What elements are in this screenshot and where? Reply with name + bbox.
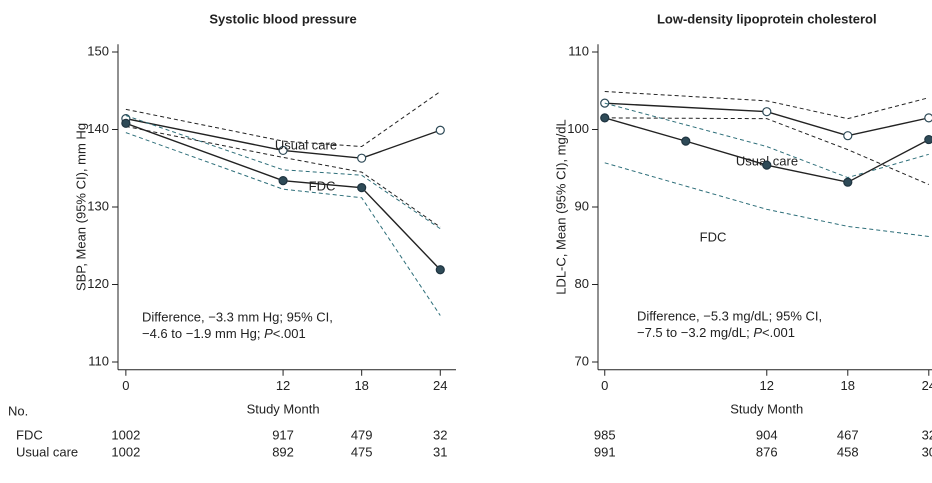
series-line (125, 117, 441, 159)
risk-value: 985 (594, 427, 616, 442)
x-axis-label: Study Month (247, 401, 320, 416)
y-tick-label: 150 (87, 43, 109, 58)
y-tick-label: 100 (567, 121, 589, 136)
annotation: Difference, −3.3 mm Hg; 95% CI, (142, 309, 333, 324)
x-tick-label: 18 (841, 378, 855, 393)
ci-line (604, 102, 929, 179)
point (924, 113, 932, 123)
x-tick-label: 12 (276, 378, 290, 393)
series-line (125, 122, 441, 271)
point (357, 153, 367, 163)
annotation-p: P (753, 325, 762, 340)
x-tick-label: 0 (122, 378, 129, 393)
risk-value: 1002 (111, 427, 140, 442)
risk-value: 32 (922, 427, 932, 442)
y-tick-label: 140 (87, 121, 109, 136)
ci-line (604, 117, 929, 185)
point (357, 183, 367, 193)
series-line (604, 102, 929, 137)
ci-line (125, 125, 441, 228)
series-line (604, 117, 930, 183)
point (435, 125, 445, 135)
point (681, 136, 691, 146)
annotation-p-value: <.001 (762, 325, 795, 340)
y-tick-label: 80 (575, 276, 589, 291)
risk-row-name: FDC (16, 427, 43, 442)
point (600, 113, 610, 123)
ci-line (125, 91, 441, 148)
risk-value: 31 (433, 444, 447, 459)
annotation-p: P (264, 326, 273, 341)
risk-value: 917 (272, 427, 294, 442)
point (762, 160, 772, 170)
risk-value: 32 (433, 427, 447, 442)
risk-value: 479 (351, 427, 373, 442)
y-tick-label: 110 (568, 43, 589, 58)
point (843, 131, 853, 141)
point (762, 107, 772, 117)
y-tick-label: 70 (575, 353, 589, 368)
point (924, 134, 932, 145)
point (435, 265, 445, 275)
risk-value: 991 (594, 444, 616, 459)
y-tick-label: 130 (87, 198, 109, 213)
point (121, 118, 131, 128)
risk-value: 904 (756, 427, 778, 442)
x-axis-label: Study Month (730, 401, 803, 416)
y-tick-label: 110 (88, 353, 109, 368)
risk-row-name: Usual care (16, 444, 78, 459)
series-label: FDC (309, 178, 336, 193)
ci-line (125, 115, 441, 230)
chart-title: Low-density lipoprotein cholesterol (657, 11, 877, 26)
x-tick-label: 24 (922, 378, 932, 393)
point (843, 177, 853, 187)
x-tick-label: 24 (433, 378, 447, 393)
ci-line (125, 132, 441, 316)
risk-label: No. (8, 403, 28, 418)
y-axis-label: LDL-C, Mean (95% CI), mg/dL (553, 119, 568, 295)
chart-title: Systolic blood pressure (209, 11, 356, 26)
annotation-p-value: <.001 (273, 326, 306, 341)
risk-value: 467 (837, 427, 859, 442)
x-tick-label: 12 (760, 378, 774, 393)
annotation-text: −7.5 to −3.2 mg/dL; (637, 325, 753, 340)
annotation: −4.6 to −1.9 mm Hg; P<.001 (142, 326, 306, 341)
series-label: FDC (700, 229, 727, 244)
risk-value: 458 (837, 444, 859, 459)
risk-value: 30 (922, 444, 932, 459)
risk-value: 892 (272, 444, 294, 459)
x-tick-label: 0 (601, 378, 608, 393)
point (278, 145, 288, 156)
ci-line (604, 162, 929, 237)
annotation: Difference, −5.3 mg/dL; 95% CI, (637, 308, 822, 323)
risk-value: 1002 (111, 444, 140, 459)
y-tick-label: 120 (87, 276, 109, 291)
annotation-text: −4.6 to −1.9 mm Hg; (142, 326, 264, 341)
annotation: −7.5 to −3.2 mg/dL; P<.001 (637, 325, 795, 340)
point (278, 176, 288, 186)
y-tick-label: 90 (575, 198, 589, 213)
y-axis-label: SBP, Mean (95% CI), mm Hg (73, 123, 88, 291)
risk-value: 475 (351, 444, 373, 459)
risk-value: 876 (756, 444, 778, 459)
x-tick-label: 18 (354, 378, 368, 393)
ci-line (604, 91, 929, 120)
series-label: Usual care (275, 137, 337, 152)
